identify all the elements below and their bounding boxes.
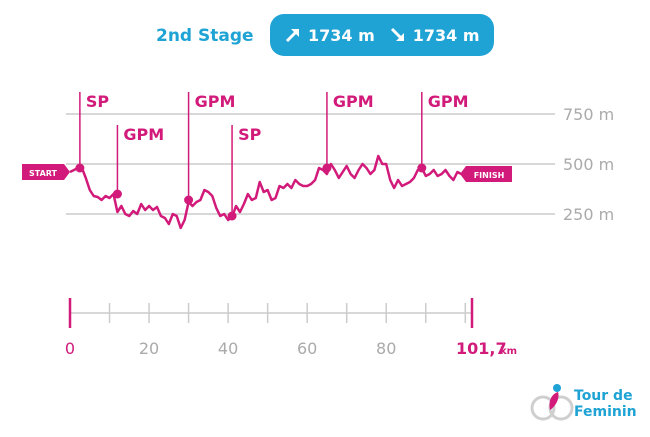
stage-title: 2nd Stage bbox=[156, 26, 254, 46]
marker-label: SP bbox=[238, 125, 262, 144]
y-tick-label: 250 m bbox=[563, 205, 614, 224]
marker-label: GPM bbox=[195, 92, 236, 111]
marker-label: GPM bbox=[428, 92, 469, 111]
arrow-down-right-icon bbox=[390, 27, 404, 41]
x-tick-label: 80 bbox=[376, 339, 396, 358]
start-flag bbox=[22, 164, 70, 180]
marker-label: SP bbox=[86, 92, 110, 111]
marker-dot bbox=[184, 195, 194, 205]
tour-de-feminin-logo: Tour de Feminin bbox=[530, 378, 640, 428]
marker-dot bbox=[75, 163, 85, 173]
finish-label: FINISH bbox=[474, 171, 505, 180]
marker-label: GPM bbox=[333, 92, 374, 111]
ascent-group: 1734 m bbox=[284, 26, 375, 45]
arrow-up-right-icon bbox=[285, 29, 299, 43]
logo-line1: Tour de bbox=[574, 388, 633, 404]
x-tick-label: 60 bbox=[297, 339, 317, 358]
start-label: START bbox=[29, 169, 58, 178]
marker-dot bbox=[417, 163, 427, 173]
finish-flag bbox=[460, 166, 512, 182]
elevation-summary-pill: 1734 m 1734 m bbox=[270, 14, 494, 56]
logo-line2: Feminin bbox=[574, 404, 637, 420]
x-axis: 0 20 40 60 80 101,7km bbox=[65, 298, 517, 358]
y-tick-label: 750 m bbox=[563, 105, 614, 124]
y-tick-label: 500 m bbox=[563, 155, 614, 174]
descent-value: 1734 m bbox=[412, 25, 480, 45]
cyclist-logo-icon bbox=[530, 384, 574, 421]
x-end-label: 101,7 bbox=[456, 339, 507, 358]
x-tick-label: 20 bbox=[139, 339, 159, 358]
marker-dot bbox=[227, 211, 237, 221]
marker-dot bbox=[322, 163, 332, 173]
marker-label: GPM bbox=[123, 125, 164, 144]
start-finish-flags: START FINISH bbox=[22, 164, 512, 182]
marker-dot bbox=[112, 189, 122, 199]
x-end-unit: km bbox=[500, 346, 517, 357]
ascent-value: 1734 m bbox=[308, 25, 375, 45]
x-tick-label: 0 bbox=[65, 339, 75, 358]
elevation-profile-line bbox=[69, 154, 473, 230]
descent-group: 1734 m bbox=[389, 26, 480, 45]
y-grid: 250 m 500 m 750 m bbox=[66, 105, 614, 224]
x-tick-label: 40 bbox=[218, 339, 238, 358]
marker-dots bbox=[75, 163, 427, 221]
